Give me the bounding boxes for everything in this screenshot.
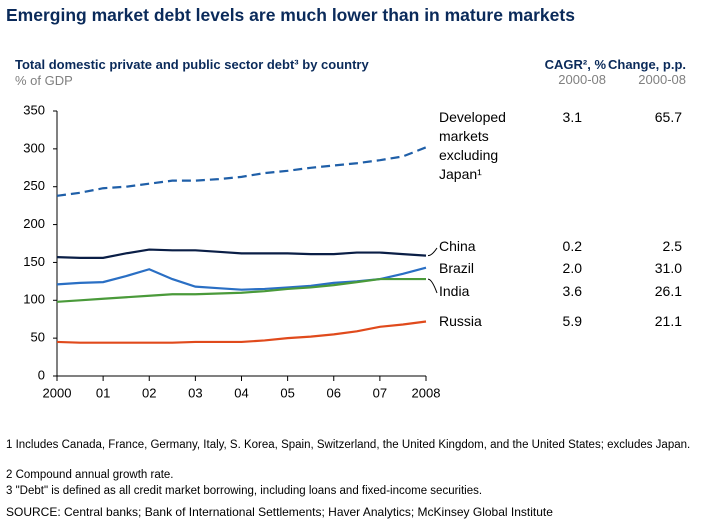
x-tick-label: 01 bbox=[96, 385, 110, 400]
x-tick-label: 06 bbox=[327, 385, 341, 400]
footnote: 1 Includes Canada, France, Germany, Ital… bbox=[6, 439, 691, 451]
header: Change, p.p. bbox=[608, 57, 686, 72]
footnote: 2 Compound annual growth rate. bbox=[6, 469, 174, 481]
y-tick-label: 0 bbox=[38, 367, 45, 382]
series-line bbox=[56, 266, 427, 291]
header-sub: 2000-08 bbox=[558, 72, 606, 87]
series-label: Brazil bbox=[439, 260, 475, 276]
series-label: Developed markets excluding Japan¹ bbox=[439, 109, 506, 182]
header: CAGR², % bbox=[544, 57, 606, 72]
series-line bbox=[56, 277, 426, 303]
footnote: 3 "Debt" is defined as all credit market… bbox=[6, 485, 483, 497]
y-tick-label: 350 bbox=[23, 102, 45, 117]
table-cell: 2.5 bbox=[662, 238, 682, 254]
series-line bbox=[56, 320, 427, 344]
x-tick-label: 2000 bbox=[43, 385, 72, 400]
leader-line bbox=[427, 247, 438, 257]
header-sub: 2000-08 bbox=[638, 72, 686, 87]
series-label: India bbox=[439, 283, 470, 299]
series-line bbox=[56, 146, 427, 197]
source: SOURCE: Central banks; Bank of Internati… bbox=[6, 505, 553, 519]
y-tick-label: 200 bbox=[23, 216, 45, 231]
x-tick-label: 03 bbox=[188, 385, 202, 400]
table-cell: 3.1 bbox=[562, 109, 582, 125]
table-cell: 65.7 bbox=[654, 109, 682, 125]
table-cell: 0.2 bbox=[562, 238, 582, 254]
x-tick-label: 02 bbox=[142, 385, 156, 400]
series-line bbox=[56, 248, 427, 259]
y-tick-label: 100 bbox=[23, 292, 45, 307]
x-tick-label: 2008 bbox=[412, 385, 441, 400]
x-tick-label: 07 bbox=[373, 385, 387, 400]
leader-line bbox=[427, 278, 438, 294]
series-label: China bbox=[439, 238, 476, 254]
y-tick-label: 300 bbox=[23, 140, 45, 155]
y-tick-label: 250 bbox=[23, 178, 45, 193]
chart-title: Emerging market debt levels are much low… bbox=[6, 5, 575, 25]
table-cell: 26.1 bbox=[654, 283, 682, 299]
x-tick-label: 04 bbox=[234, 385, 248, 400]
series-label: Russia bbox=[439, 313, 482, 329]
subtitle: Total domestic private and public sector… bbox=[15, 57, 369, 72]
table-cell: 2.0 bbox=[562, 260, 582, 276]
y-tick-label: 150 bbox=[23, 254, 45, 269]
table-cell: 5.9 bbox=[562, 313, 582, 329]
table-cell: 3.6 bbox=[562, 283, 582, 299]
y-axis-label: % of GDP bbox=[15, 73, 73, 88]
table-cell: 31.0 bbox=[654, 260, 682, 276]
column-header: Change, p.p. 2000-08 bbox=[600, 57, 686, 87]
table-cell: 21.1 bbox=[654, 313, 682, 329]
y-tick-label: 50 bbox=[31, 330, 45, 345]
column-header: CAGR², % 2000-08 bbox=[520, 57, 606, 87]
x-tick-label: 05 bbox=[280, 385, 294, 400]
